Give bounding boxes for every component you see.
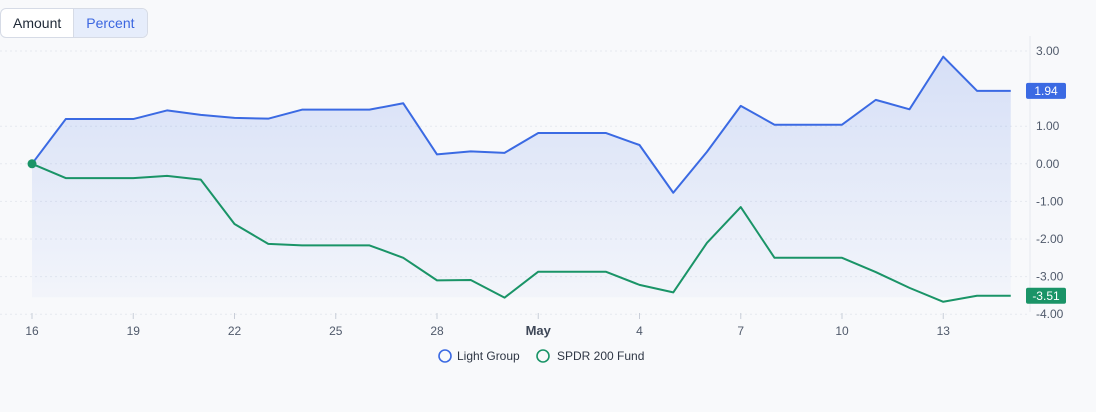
legend-item-spdr-200-fund[interactable]: SPDR 200 Fund — [536, 349, 644, 363]
legend-label-light-group: Light Group — [457, 349, 520, 363]
legend-label-spdr-200-fund: SPDR 200 Fund — [557, 349, 644, 363]
y-tick-label: 3.00 — [1036, 44, 1060, 58]
x-tick-label: 7 — [737, 324, 744, 338]
percent-toggle-button[interactable]: Percent — [73, 9, 147, 37]
last-value-badges: 1.94 -3.51 — [1026, 82, 1066, 304]
x-tick-label: 28 — [430, 324, 444, 338]
y-tick-label: -2.00 — [1036, 232, 1064, 246]
spdr-200-fund-last-value-badge — [1026, 287, 1066, 304]
spdr-200-fund-line — [31, 162, 1011, 303]
y-axis-ticks: 3.00 1.00 0.00 -1.00 -2.00 -3.00 -4.00 — [1036, 44, 1064, 321]
x-tick-label: 25 — [329, 324, 343, 338]
light-group-line — [31, 55, 1011, 194]
start-point-marker — [27, 159, 37, 169]
series-lines — [27, 55, 1011, 303]
spdr-200-fund-legend-icon — [536, 349, 550, 363]
y-tick-label: -4.00 — [1036, 307, 1064, 321]
legend: Light Group SPDR 200 Fund — [438, 349, 644, 363]
y-tick-label: 1.00 — [1036, 119, 1060, 133]
y-tick-label: -3.00 — [1036, 270, 1064, 284]
legend-item-light-group[interactable]: Light Group — [438, 349, 520, 363]
amount-toggle-button[interactable]: Amount — [1, 9, 73, 37]
x-tick-label: 10 — [835, 324, 849, 338]
light-group-legend-icon — [438, 349, 452, 363]
x-tick-label: 13 — [937, 324, 951, 338]
y-tick-label: 0.00 — [1036, 157, 1060, 171]
y-tick-label: -1.00 — [1036, 194, 1064, 208]
light-group-last-value-label: 1.94 — [1034, 84, 1058, 98]
x-tick-label: 4 — [636, 324, 643, 338]
x-tick-label: May — [526, 323, 552, 338]
spdr-200-fund-last-value-label: -3.51 — [1032, 289, 1060, 303]
x-tick-label: 16 — [25, 324, 39, 338]
light-group-last-value-badge — [1026, 82, 1066, 99]
x-tick-label: 22 — [228, 324, 242, 338]
x-tick-label: 19 — [127, 324, 141, 338]
x-axis-ticks: 16 19 22 25 28 May 4 7 10 13 — [25, 313, 950, 338]
view-toggle: Amount Percent — [0, 8, 148, 38]
